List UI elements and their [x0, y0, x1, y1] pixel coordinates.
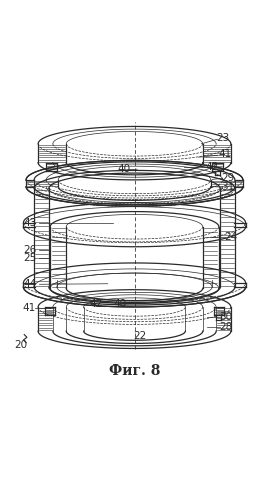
Text: 25: 25 — [23, 252, 37, 262]
Text: 30: 30 — [219, 312, 232, 322]
Text: 24: 24 — [224, 233, 238, 243]
Text: 42: 42 — [206, 162, 219, 172]
Text: 22: 22 — [133, 331, 147, 341]
Text: 26: 26 — [23, 245, 37, 254]
Text: 41: 41 — [22, 302, 36, 312]
Text: 40: 40 — [113, 299, 126, 309]
Text: 31: 31 — [222, 182, 235, 192]
Text: 40: 40 — [117, 164, 130, 174]
Text: 44: 44 — [23, 279, 37, 289]
Text: 41: 41 — [219, 149, 232, 159]
Text: 42: 42 — [89, 299, 102, 309]
Text: 20: 20 — [14, 340, 27, 350]
Text: 29: 29 — [222, 173, 235, 183]
Text: 23: 23 — [216, 133, 229, 143]
Text: 28: 28 — [219, 322, 232, 332]
Text: 43: 43 — [23, 218, 37, 228]
Text: Фиг. 8: Фиг. 8 — [109, 364, 160, 378]
